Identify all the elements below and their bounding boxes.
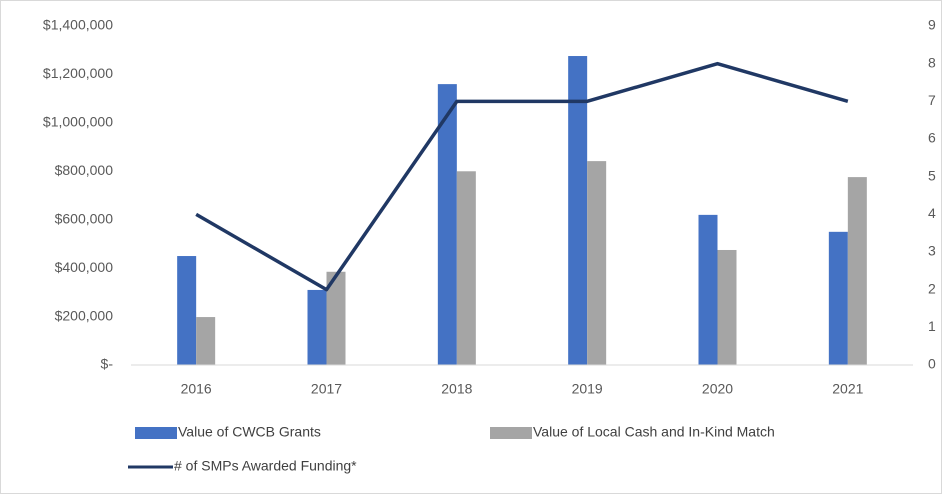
- y2-tick-label: 5: [928, 167, 936, 183]
- x-tick-label: 2017: [311, 381, 342, 397]
- y2-tick-label: 2: [928, 280, 936, 296]
- legend-label: Value of CWCB Grants: [178, 424, 321, 440]
- y-tick-label: $1,200,000: [43, 65, 113, 81]
- x-tick-label: 2021: [832, 381, 863, 397]
- bar: [587, 161, 607, 365]
- y-tick-label: $200,000: [55, 307, 114, 323]
- y2-tick-label: 6: [928, 130, 936, 146]
- line-series: [195, 61, 849, 292]
- y2-tick-label: 1: [928, 318, 936, 334]
- bar: [568, 56, 588, 365]
- bar: [828, 231, 848, 365]
- y-tick-label: $1,400,000: [43, 17, 113, 33]
- y2-tick-label: 7: [928, 92, 936, 108]
- legend-swatch: [490, 427, 532, 439]
- x-tick-label: 2018: [441, 381, 472, 397]
- bar: [326, 271, 346, 365]
- legend-swatch: [135, 427, 177, 439]
- x-tick-label: 2019: [572, 381, 603, 397]
- x-tick-label: 2020: [702, 381, 733, 397]
- y-tick-label: $1,000,000: [43, 114, 113, 130]
- y2-tick-label: 3: [928, 243, 936, 259]
- y2-tick-label: 9: [928, 17, 936, 33]
- bar: [307, 289, 327, 365]
- y2-tick-label: 8: [928, 54, 936, 70]
- legend-label: Value of Local Cash and In-Kind Match: [533, 424, 775, 440]
- bar: [437, 84, 457, 365]
- y2-tick-label: 4: [928, 205, 936, 221]
- bar: [456, 171, 476, 365]
- y-tick-label: $400,000: [55, 259, 114, 275]
- y-tick-label: $800,000: [55, 162, 114, 178]
- x-tick-label: 2016: [181, 381, 212, 397]
- bar: [847, 177, 867, 365]
- bar: [196, 317, 216, 365]
- y-tick-label: $600,000: [55, 210, 114, 226]
- bar: [717, 249, 737, 365]
- bar: [177, 256, 197, 365]
- bar: [698, 214, 718, 365]
- legend-label: # of SMPs Awarded Funding*: [174, 458, 357, 474]
- y2-tick-label: 0: [928, 356, 936, 372]
- y-tick-label: $-: [101, 356, 114, 372]
